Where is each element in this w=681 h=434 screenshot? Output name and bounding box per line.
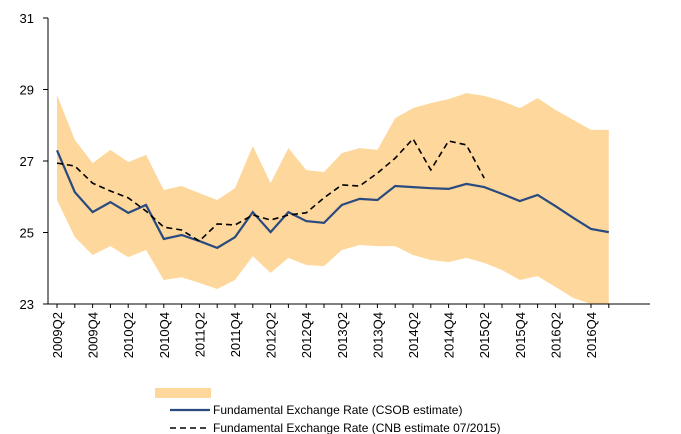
band-area xyxy=(57,93,609,304)
x-tick-label: 2011Q4 xyxy=(228,312,243,357)
x-tick-label: 2012Q4 xyxy=(299,312,314,358)
series-line xyxy=(55,149,609,250)
x-tick-label: 2014Q4 xyxy=(442,312,457,358)
series-line xyxy=(56,137,485,243)
x-tick-label: 2009Q2 xyxy=(50,312,65,358)
y-tick-label: 25 xyxy=(20,226,34,241)
x-tick-label: 2010Q2 xyxy=(121,312,136,358)
x-tick-label: 2010Q4 xyxy=(157,312,172,358)
x-tick-label: 2014Q2 xyxy=(406,312,421,358)
legend-label: Fundamental Exchange Rate (CNB estimate … xyxy=(213,421,501,434)
y-tick-label: 29 xyxy=(20,83,34,98)
y-tick-label: 27 xyxy=(20,154,34,169)
x-tick-label: 2009Q4 xyxy=(86,312,101,358)
x-tick-label: 2016Q4 xyxy=(584,312,599,358)
x-tick-label: 2013Q4 xyxy=(370,312,385,358)
y-tick-label: 23 xyxy=(20,297,34,312)
x-tick-label: 2012Q2 xyxy=(264,312,279,358)
x-tick-label: 2016Q2 xyxy=(548,312,563,358)
x-tick-label: 2015Q2 xyxy=(477,312,492,358)
x-tick-label: 2013Q2 xyxy=(335,312,350,358)
legend-label: Fundamental Exchange Rate (CSOB estimate… xyxy=(213,403,462,417)
legend-swatch-band xyxy=(155,388,211,398)
y-tick-label: 31 xyxy=(20,11,34,26)
x-tick-label: 2015Q4 xyxy=(513,312,528,358)
x-tick-label: 2011Q2 xyxy=(192,312,207,357)
